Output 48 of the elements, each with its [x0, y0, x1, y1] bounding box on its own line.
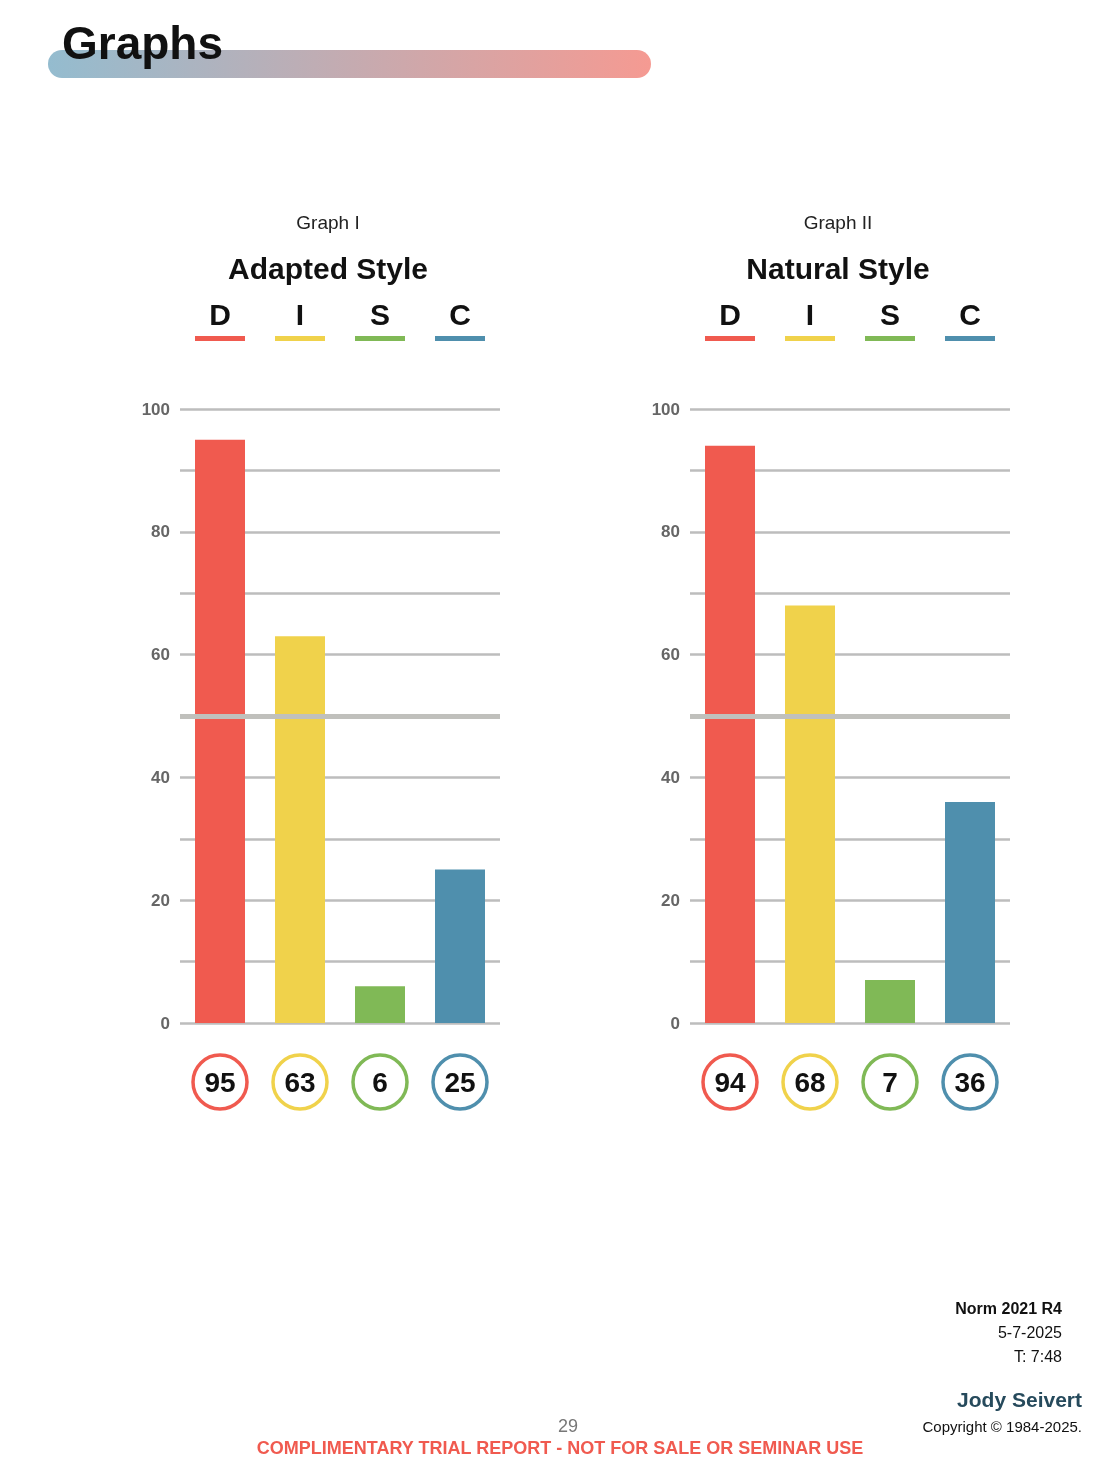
data-label: 95 [204, 1066, 236, 1098]
data-label: 36 [954, 1066, 986, 1098]
x-tick-label: I [295, 297, 305, 331]
x-tick-label: S [369, 297, 391, 331]
x-tick-label: C [449, 297, 471, 331]
data-label: 63 [284, 1066, 316, 1098]
bar [945, 801, 995, 1023]
data-label: 94 [714, 1066, 746, 1098]
bar [355, 986, 405, 1023]
bar [435, 869, 485, 1023]
data-label: 68 [794, 1066, 826, 1098]
x-tick-label: C [959, 297, 981, 331]
text: Copyright © 1984-2025. [922, 1418, 1082, 1435]
y-tick-label: 40 [151, 767, 170, 787]
y-tick-label: 100 [651, 399, 680, 419]
text: COMPLIMENTARY TRIAL REPORT - NOT FOR SALE OR SEMINAR USE [255, 1438, 865, 1459]
y-tick-label: 80 [151, 522, 170, 542]
y-tick-label: 0 [160, 1013, 170, 1033]
data-label: 25 [444, 1066, 476, 1098]
y-tick-label: 80 [661, 522, 680, 542]
chart-title: Adapted Style [227, 251, 429, 285]
y-tick-label: 20 [151, 890, 170, 910]
text: Graphs [62, 16, 224, 70]
y-tick-label: 0 [670, 1013, 680, 1033]
text: Norm 2021 R4 [955, 1300, 1062, 1318]
bar [705, 445, 755, 1023]
text: 5-7-2025 [997, 1324, 1062, 1342]
text: T: 7:48 [1013, 1348, 1062, 1366]
text: 29 [558, 1416, 579, 1437]
bar [865, 980, 915, 1023]
chart-subtitle: Graph I [296, 212, 360, 233]
y-tick-label: 100 [141, 399, 170, 419]
data-label: 6 [372, 1066, 388, 1098]
x-tick-label: D [719, 297, 741, 331]
x-tick-label: S [879, 297, 901, 331]
bar [785, 605, 835, 1023]
y-tick-label: 60 [151, 645, 170, 665]
x-tick-label: D [209, 297, 231, 331]
x-tick-label: I [805, 297, 815, 331]
y-tick-label: 40 [661, 767, 680, 787]
y-tick-label: 20 [661, 890, 680, 910]
bar [275, 636, 325, 1023]
chart-title: Natural Style [746, 251, 930, 285]
chart-subtitle: Graph II [803, 212, 873, 233]
y-tick-label: 60 [661, 645, 680, 665]
text: Jody Seivert [957, 1388, 1082, 1412]
bar [195, 439, 245, 1023]
data-label: 7 [882, 1066, 898, 1098]
